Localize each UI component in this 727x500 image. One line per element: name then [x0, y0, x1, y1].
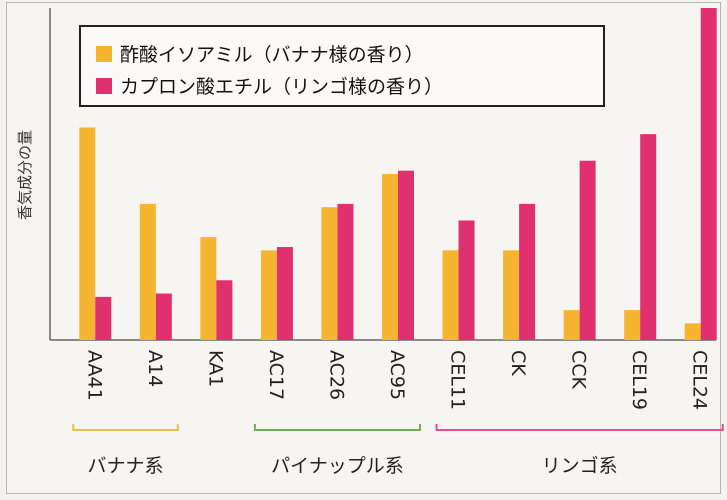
bar-ethyl-caproate-cel24	[700, 8, 717, 340]
bar-isoamyl-acetate-aa41	[79, 127, 96, 341]
x-tick-label-aa41: AA41	[83, 350, 105, 401]
x-tick-label-ck: CK	[507, 350, 529, 376]
group-label-2: リンゴ系	[542, 455, 618, 477]
x-tick-label-cel11: CEL11	[447, 350, 469, 410]
bar-isoamyl-acetate-a14	[139, 203, 156, 340]
bar-isoamyl-acetate-cel19	[624, 310, 641, 340]
bar-ethyl-caproate-ck	[519, 203, 536, 340]
bar-ethyl-caproate-ac17	[276, 247, 293, 340]
bar-ethyl-caproate-cel19	[640, 134, 657, 340]
group-label-0: バナナ系	[88, 455, 164, 477]
bar-ethyl-caproate-cel11	[458, 220, 475, 340]
group-bracket-2	[435, 424, 724, 431]
bar-isoamyl-acetate-cck	[563, 310, 580, 340]
legend-swatch-isoamyl-acetate	[96, 46, 112, 62]
x-tick-label-cel24: CEL24	[689, 350, 711, 410]
legend-label-ethyl-caproate: カプロン酸エチル（リンゴ様の香り）	[120, 76, 443, 98]
x-tick-label-cck: CCK	[568, 350, 590, 390]
bar-isoamyl-acetate-cel11	[442, 250, 459, 340]
bar-ethyl-caproate-cck	[579, 160, 596, 340]
bar-isoamyl-acetate-ac95	[382, 174, 398, 340]
bar-isoamyl-acetate-ck	[503, 250, 520, 340]
bar-ethyl-caproate-aa41	[95, 296, 112, 340]
bar-ethyl-caproate-ka1	[216, 280, 233, 340]
x-tick-label-ka1: KA1	[204, 350, 226, 387]
group-bracket-1	[253, 424, 421, 431]
x-tick-label-ac95: AC95	[386, 350, 408, 400]
x-tick-label-ac26: AC26	[325, 350, 347, 400]
bar-isoamyl-acetate-ka1	[200, 237, 217, 340]
y-axis-label: 香気成分の量	[16, 130, 34, 220]
legend-label-isoamyl-acetate: 酢酸イソアミル（バナナ様の香り）	[120, 44, 424, 66]
bar-isoamyl-acetate-ac26	[321, 207, 338, 340]
x-tick-label-a14: A14	[144, 350, 166, 387]
legend-box	[79, 25, 605, 107]
legend-swatch-ethyl-caproate	[96, 78, 112, 94]
x-tick-label-cel19: CEL19	[628, 350, 650, 410]
group-label-1: パイナップル系	[271, 455, 404, 477]
bar-ethyl-caproate-a14	[155, 293, 172, 340]
bar-ethyl-caproate-ac95	[398, 170, 414, 340]
bar-isoamyl-acetate-cel24	[684, 323, 701, 340]
x-tick-label-ac17: AC17	[265, 350, 287, 400]
bar-isoamyl-acetate-ac17	[260, 250, 277, 340]
bar-ethyl-caproate-ac26	[337, 203, 354, 340]
legend: 酢酸イソアミル（バナナ様の香り） カプロン酸エチル（リンゴ様の香り）	[79, 25, 605, 107]
group-bracket-0	[72, 424, 179, 431]
